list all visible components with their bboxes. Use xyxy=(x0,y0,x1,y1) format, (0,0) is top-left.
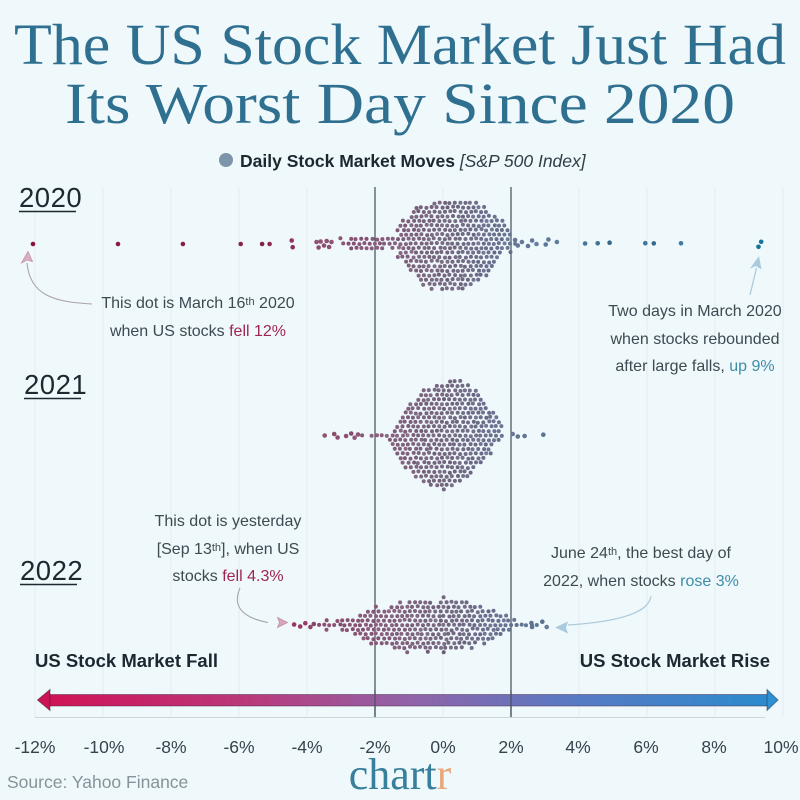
svg-text:after large falls, up 9%: after large falls, up 9% xyxy=(615,358,774,375)
svg-text:This dot is March 16th 2020: This dot is March 16th 2020 xyxy=(101,295,294,312)
svg-text:2022, when stocks rose 3%: 2022, when stocks rose 3% xyxy=(543,573,739,590)
svg-text:2%: 2% xyxy=(498,737,523,757)
svg-text:when stocks rebounded: when stocks rebounded xyxy=(610,331,780,348)
svg-text:June 24th, the best day of: June 24th, the best day of xyxy=(551,545,732,562)
svg-text:-10%: -10% xyxy=(84,737,125,757)
svg-text:chartr: chartr xyxy=(349,750,452,799)
svg-text:-2%: -2% xyxy=(359,737,390,757)
svg-text:-12%: -12% xyxy=(15,737,56,757)
svg-text:Source: Yahoo Finance: Source: Yahoo Finance xyxy=(7,772,188,792)
svg-text:The US Stock Market Just Had: The US Stock Market Just Had xyxy=(14,12,786,77)
svg-text:Daily Stock Market Moves [S&P: Daily Stock Market Moves [S&P 500 Index] xyxy=(240,151,587,171)
svg-text:-4%: -4% xyxy=(291,737,322,757)
svg-text:Two days in March 2020: Two days in March 2020 xyxy=(608,303,782,320)
svg-text:-6%: -6% xyxy=(223,737,254,757)
svg-text:stocks fell 4.3%: stocks fell 4.3% xyxy=(172,568,283,585)
svg-text:2022: 2022 xyxy=(20,555,83,586)
svg-text:[Sep 13th], when US: [Sep 13th], when US xyxy=(157,541,300,558)
svg-text:0%: 0% xyxy=(430,737,455,757)
svg-text:6%: 6% xyxy=(633,737,658,757)
svg-text:8%: 8% xyxy=(701,737,726,757)
svg-text:4%: 4% xyxy=(565,737,590,757)
svg-text:when US stocks fell 12%: when US stocks fell 12% xyxy=(109,323,286,340)
svg-text:2021: 2021 xyxy=(24,369,87,400)
svg-text:This dot is yesterday: This dot is yesterday xyxy=(155,513,302,530)
svg-text:Its Worst Day Since 2020: Its Worst Day Since 2020 xyxy=(65,71,735,136)
svg-text:US Stock Market Fall: US Stock Market Fall xyxy=(35,650,218,671)
svg-text:-8%: -8% xyxy=(155,737,186,757)
svg-text:2020: 2020 xyxy=(19,182,82,213)
svg-text:US Stock Market Rise: US Stock Market Rise xyxy=(580,650,770,671)
svg-text:10%: 10% xyxy=(763,737,798,757)
